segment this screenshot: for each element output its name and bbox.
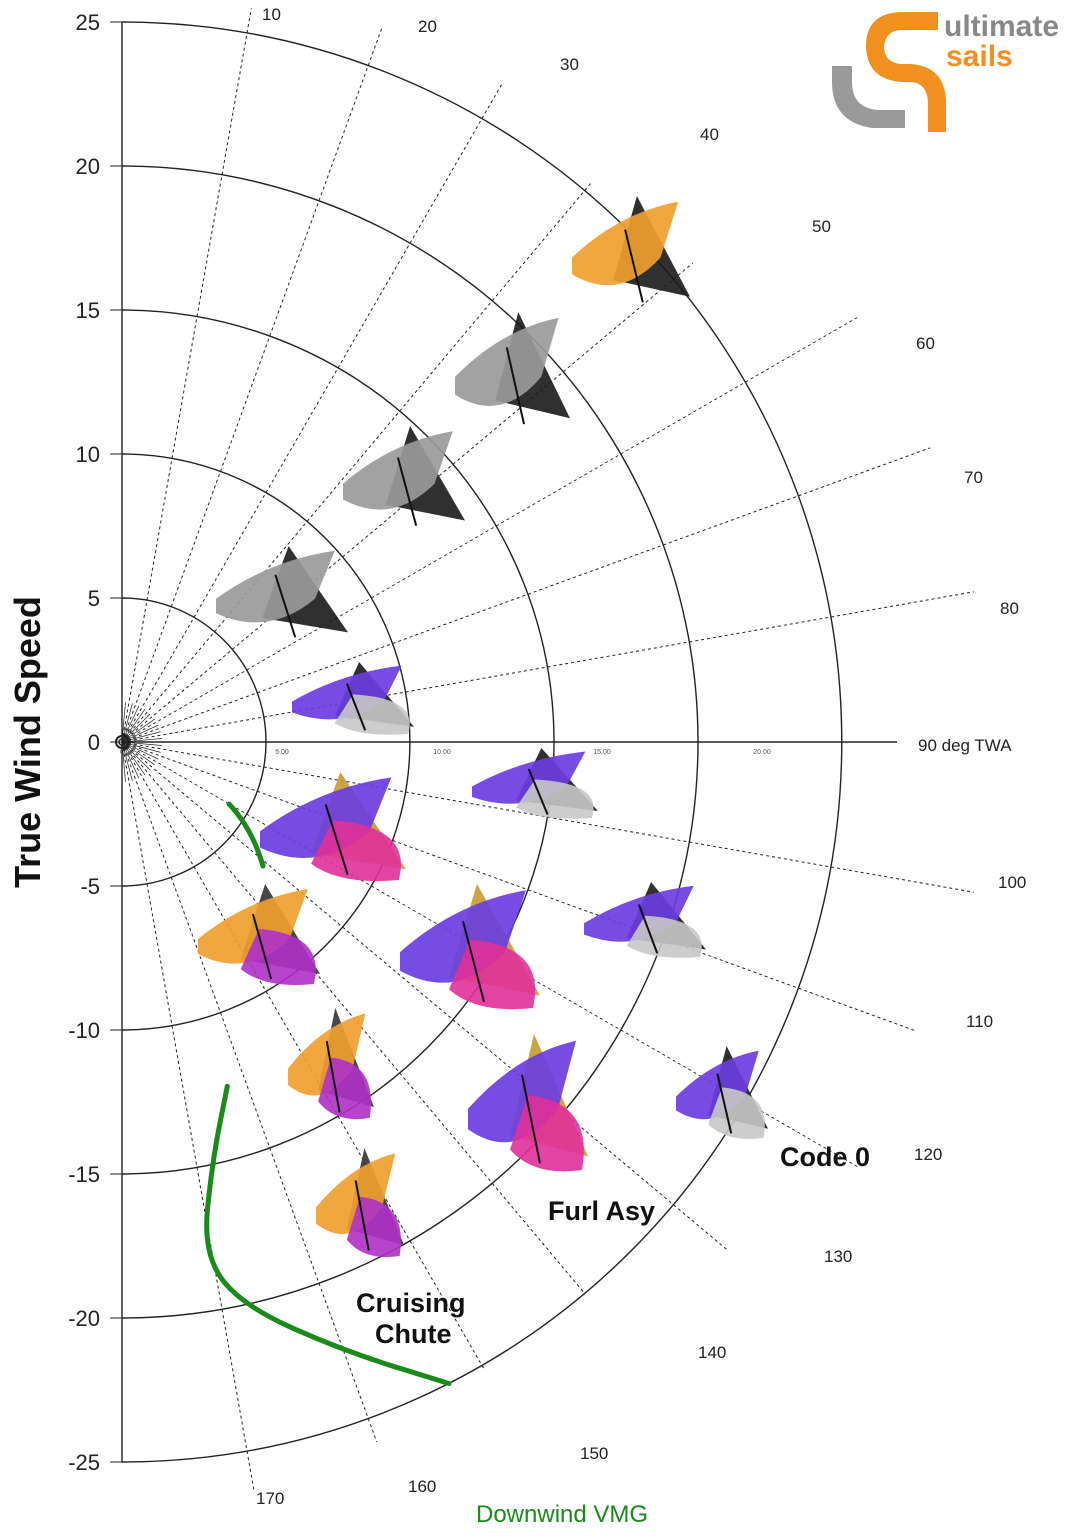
angle-spokes (121, 8, 974, 1491)
sail-code0-d (676, 1046, 768, 1139)
y-tick-10: 10 (76, 442, 100, 467)
logo-line1: ultimate (944, 10, 1059, 43)
angle-label-20: 20 (418, 17, 437, 36)
spoke-10 (121, 8, 252, 743)
angle-label-70: 70 (964, 468, 983, 487)
angle-label-160: 160 (408, 1477, 436, 1496)
angle-label-130: 130 (824, 1247, 852, 1266)
spoke-60 (121, 316, 859, 743)
boat-speed-tick-4: 20.00 (753, 749, 771, 756)
sail-chute-a (198, 884, 320, 985)
spoke-170 (121, 741, 255, 1491)
label-furl-asy: Furl Asy (548, 1196, 655, 1226)
angle-label-150: 150 (580, 1444, 608, 1463)
sail-code0-a (292, 662, 414, 735)
boat-speed-tick-0: 0 (120, 749, 124, 756)
y-tick-15: 15 (76, 298, 100, 323)
y-tick-5: 5 (88, 586, 100, 611)
boat-speed-tick-2: 10.00 (433, 749, 451, 756)
angle-label-50: 50 (812, 217, 831, 236)
vmg-line-upper-segment (226, 801, 266, 869)
y-tick-0: 0 (88, 730, 100, 755)
boat-speed-tick-1: 5.00 (275, 749, 289, 756)
y-tick--10: -10 (68, 1018, 100, 1043)
angle-label-100: 100 (998, 873, 1026, 892)
boat-speed-ticks: 0 5.00 10.00 15.00 20.00 (120, 749, 771, 756)
y-tick-25: 25 (76, 10, 100, 35)
origin-marker-inner (118, 738, 126, 746)
angle-label-110: 110 (966, 1012, 993, 1031)
angle-label-140: 140 (698, 1343, 726, 1362)
spoke-160 (121, 741, 378, 1443)
sail-10 (216, 546, 348, 638)
spoke-30 (121, 83, 503, 743)
y-tick-20: 20 (76, 154, 100, 179)
y-tick--15: -15 (68, 1162, 100, 1187)
sail-furl-b (400, 884, 540, 1010)
label-downwind-vmg: Downwind VMG (476, 1501, 648, 1528)
sail-illustrations (198, 196, 768, 1258)
y-tick-labels: 25 20 15 10 5 0 -5 -10 -15 -20 -25 (68, 10, 122, 1475)
label-code0: Code 0 (780, 1142, 870, 1172)
sail-furl-c (468, 1034, 588, 1172)
angle-label-120: 120 (914, 1145, 942, 1164)
logo-line2: sails (946, 40, 1013, 73)
spoke-20 (121, 27, 383, 743)
downwind-vmg-line (204, 1083, 452, 1386)
sail-furl-a (260, 772, 406, 882)
sail-code0-b (472, 748, 598, 819)
sail-code0-c (584, 882, 706, 958)
origin-marker (115, 735, 129, 749)
y-axis-title: True Wind Speed (7, 596, 48, 888)
spoke-70 (121, 447, 931, 743)
spoke-80 (121, 591, 974, 743)
angle-label-80: 80 (1000, 599, 1019, 618)
angle-label-60: 60 (916, 334, 935, 353)
y-tick--25: -25 (68, 1450, 100, 1475)
label-cruising: Cruising (356, 1288, 466, 1318)
angle-label-30: 30 (560, 55, 579, 74)
y-tick--20: -20 (68, 1306, 100, 1331)
angle-tick-labels: 10 20 30 40 50 60 70 80 90 deg TWA 100 110 120 130 14… (256, 5, 1026, 1508)
angle-label-40: 40 (700, 125, 719, 144)
sail-20 (343, 426, 465, 527)
sail-chute-c (316, 1148, 404, 1258)
angle-label-90: 90 deg TWA (918, 736, 1012, 755)
angle-label-170: 170 (256, 1489, 284, 1508)
sail-30 (455, 312, 570, 425)
sail-40 (572, 196, 690, 303)
spoke-40 (121, 182, 592, 743)
sail-chute-b (288, 1008, 374, 1120)
y-tick--5: -5 (80, 874, 100, 899)
boat-speed-tick-3: 15.00 (593, 749, 611, 756)
ultimate-sails-logo: ultimate sails (832, 10, 1059, 132)
angle-label-10: 10 (262, 5, 281, 24)
label-chute: Chute (375, 1319, 452, 1349)
spoke-110 (121, 741, 917, 1032)
